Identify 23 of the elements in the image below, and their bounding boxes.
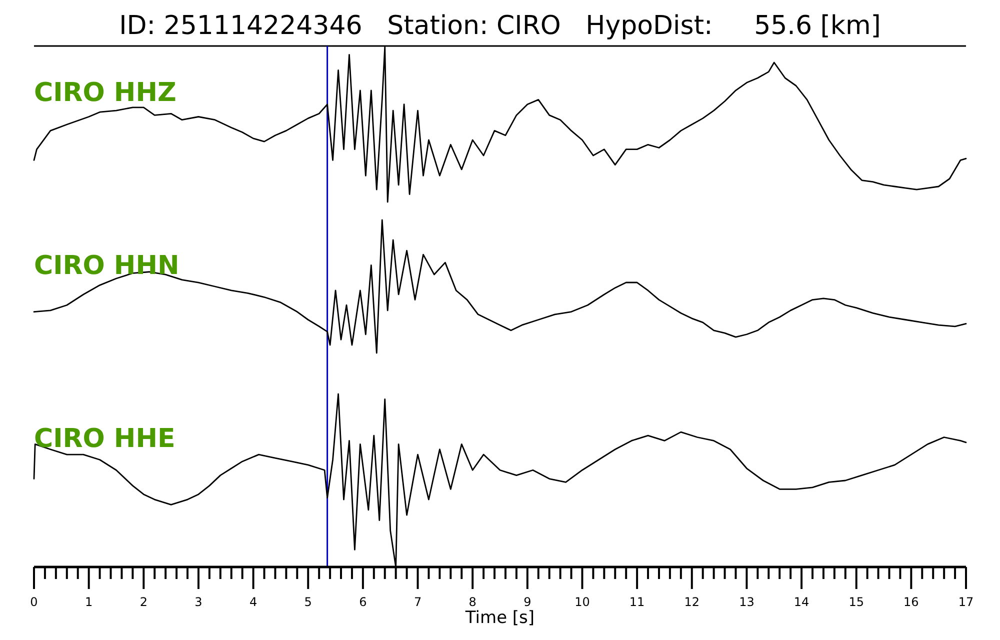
x-tick-label: 17: [958, 595, 974, 609]
x-tick-label: 14: [794, 595, 810, 609]
x-tick-label: 11: [629, 595, 645, 609]
x-tick-label: 10: [574, 595, 590, 609]
x-tick-label: 0: [30, 595, 38, 609]
x-tick-label: 2: [140, 595, 148, 609]
x-tick-label: 7: [414, 595, 422, 609]
series-label: CIRO HHZ: [34, 78, 176, 108]
chart-title: ID: 251114224346 Station: CIRO HypoDist: 55.6 [km]: [119, 11, 881, 41]
x-axis-title: Time [s]: [464, 608, 535, 628]
x-tick-label: 13: [739, 595, 754, 609]
x-tick-label: 1: [85, 595, 93, 609]
x-tick-label: 8: [468, 595, 476, 609]
series-label: CIRO HHE: [34, 424, 176, 454]
x-tick-label: 9: [524, 595, 532, 609]
x-tick-label: 16: [904, 595, 919, 609]
x-tick-label: 12: [684, 595, 700, 609]
x-tick-label: 6: [359, 595, 367, 609]
x-tick-label: 15: [848, 595, 864, 609]
x-tick-label: 5: [304, 595, 312, 609]
x-tick-label: 3: [194, 595, 202, 609]
series-label: CIRO HHN: [34, 251, 180, 281]
x-tick-label: 4: [249, 595, 258, 609]
